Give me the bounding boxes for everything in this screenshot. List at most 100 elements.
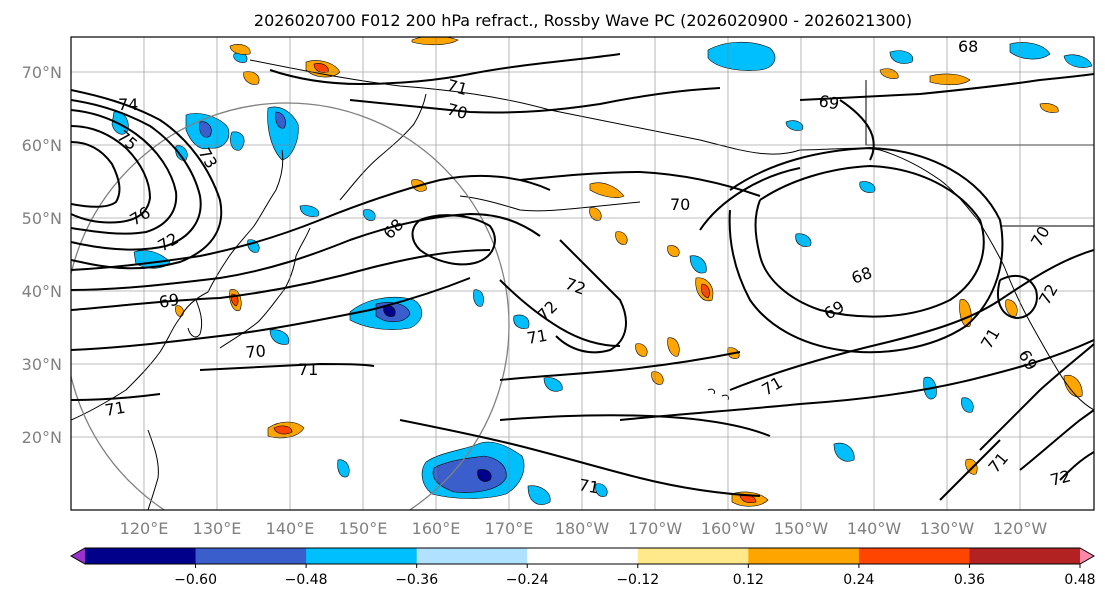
na-west-coast: [1003, 265, 1094, 411]
blue-patch: [795, 233, 812, 247]
blue-patch: [595, 483, 608, 497]
lat-label: 40°N: [22, 282, 62, 301]
orange-patch: [667, 245, 680, 257]
korea-coast: [187, 299, 203, 338]
colorbar-tick-label: 0.48: [1064, 572, 1095, 588]
colorbar-tick-label: −0.48: [285, 572, 328, 588]
orange-patch: [635, 343, 648, 357]
blue-patch: [432, 455, 507, 493]
contour-line: [399, 419, 761, 497]
orange-patch: [651, 371, 664, 385]
contour-line: [499, 351, 741, 381]
colorbar-tick-label: −0.24: [506, 572, 549, 588]
colorbar-tick-label: −0.12: [616, 572, 659, 588]
lon-label: 130°W: [920, 519, 975, 538]
contour-label: 72: [1048, 466, 1073, 490]
contour-line: [799, 73, 1094, 101]
contour-line: [71, 249, 491, 311]
lon-label: 180°W: [555, 519, 610, 538]
colorbar-segment: [858, 548, 970, 564]
blue-patch: [889, 50, 914, 64]
contour-label: 69: [817, 91, 840, 113]
contour-line: [699, 167, 801, 231]
blue-patch: [707, 41, 776, 71]
colorbar-segment: [527, 548, 639, 564]
blue-patch: [1063, 54, 1093, 68]
contour-label: 71: [525, 326, 548, 348]
refractive-index-contours: [71, 53, 1094, 501]
contour-line: [71, 89, 223, 270]
contour-label: 69: [157, 290, 180, 312]
japan-coast: [219, 227, 311, 349]
contour-line: [71, 141, 121, 208]
colorbar-segment: [306, 548, 418, 564]
contour-line: [1059, 451, 1094, 481]
contour-line: [269, 53, 621, 86]
blue-patch: [785, 120, 804, 131]
blue-patch: [175, 145, 188, 161]
contour-line: [349, 87, 721, 114]
contour-label: 68: [958, 37, 978, 56]
lat-label: 20°N: [22, 428, 62, 447]
colorbar-outline: [69, 547, 1096, 565]
lat-label: 70°N: [22, 63, 62, 82]
contour-line: [499, 414, 771, 437]
lon-label: 160°E: [412, 519, 461, 538]
contour-line: [499, 279, 621, 347]
orange-patch: [879, 68, 899, 79]
colorbar-tick-label: 0.12: [733, 572, 764, 588]
contour-line: [71, 174, 551, 271]
colorbar-tick-label: 0.36: [954, 572, 985, 588]
map-content: 68 71 70 69 74 75 73 76 72 69 68 70 72 7…: [71, 37, 1094, 510]
lon-label: 140°E: [266, 519, 315, 538]
colorbar-tick-label: −0.36: [395, 572, 438, 588]
colorbar-segment: [637, 548, 749, 564]
map-title: 2026020700 F012 200 hPa refract., Rossby…: [254, 11, 912, 30]
orange-patch: [229, 44, 251, 55]
contour-line: [411, 214, 496, 266]
contour-line: [729, 249, 1094, 391]
lat-label: 60°N: [22, 136, 62, 155]
grid: [71, 37, 1094, 510]
colorbar-arrow-high: [1080, 548, 1094, 564]
lon-label: 140°W: [847, 519, 902, 538]
contour-label: 70: [445, 100, 470, 124]
lon-label: 170°W: [628, 519, 683, 538]
longitude-labels: 120°E 130°E 140°E 150°E 160°E 170°E 180°…: [120, 519, 1048, 538]
contour-line: [71, 99, 202, 251]
lon-label: 130°E: [193, 519, 242, 538]
philippines-coast: [147, 429, 159, 510]
contour-line: [619, 339, 1094, 421]
blue-patch: [267, 106, 299, 161]
lon-label: 120°W: [993, 519, 1048, 538]
orange-patch: [589, 182, 625, 198]
map-background: [71, 37, 1094, 510]
contour-line: [997, 274, 1038, 320]
blue-patch: [269, 329, 290, 345]
orange-patch: [1063, 374, 1083, 398]
aleutians: [459, 195, 641, 212]
orange-patch: [1005, 299, 1018, 317]
contour-label: 74: [118, 95, 138, 114]
blue-patch: [527, 485, 551, 505]
blue-patch: [961, 397, 974, 413]
orange-patch: [615, 231, 628, 245]
contour-line: [754, 164, 985, 318]
blue-patch: [833, 442, 855, 462]
contour-line: [519, 170, 761, 197]
blue-patch: [299, 205, 320, 217]
contour-line: [839, 99, 875, 161]
colorbar-segment: [416, 548, 528, 564]
orange-patch: [411, 37, 459, 46]
lat-label: 50°N: [22, 209, 62, 228]
orange-patch: [929, 73, 971, 86]
contour-label: 71: [577, 475, 600, 497]
blue-patch: [689, 255, 707, 274]
contour-label: 70: [245, 341, 267, 362]
blue-patch: [513, 314, 530, 329]
contour-line: [71, 125, 152, 224]
orange-patch: [589, 207, 602, 221]
blue-patch: [383, 305, 396, 317]
contour-line: [71, 277, 471, 351]
